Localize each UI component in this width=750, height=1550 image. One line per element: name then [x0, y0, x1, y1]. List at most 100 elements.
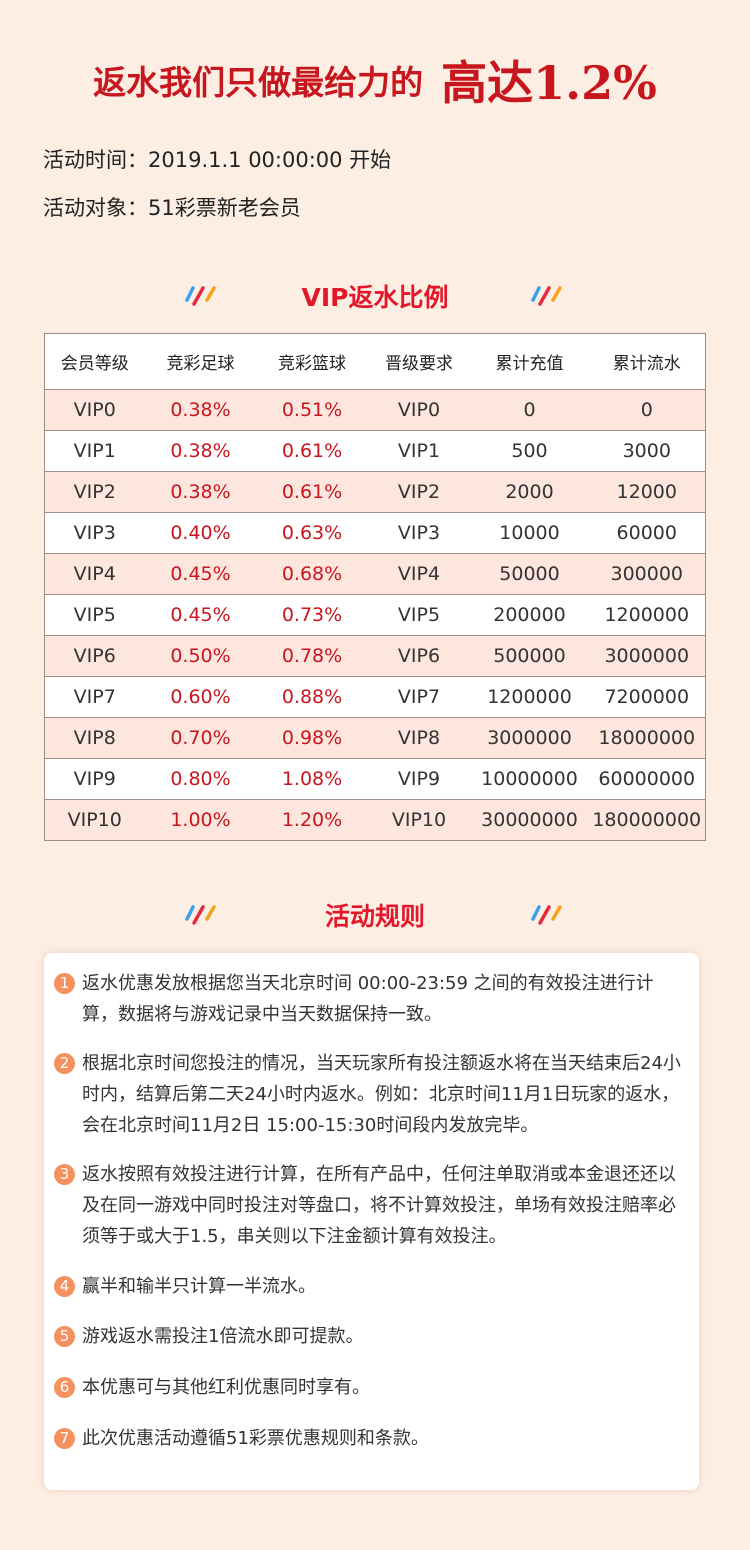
slash-decoration-icon [185, 286, 216, 306]
table-row: VIP5 0.45% 0.73% VIP5 200000 1200000 [44, 594, 706, 636]
cell-upgrade: VIP5 [367, 594, 471, 636]
cell-football-rate: 0.80% [144, 758, 257, 800]
cell-basketball-rate: 0.51% [256, 389, 368, 431]
cell-turnover: 18000000 [588, 717, 706, 759]
header-basketball: 竞彩篮球 [256, 333, 368, 390]
cell-basketball-rate: 0.73% [256, 594, 368, 636]
rule-number-badge: 2 [54, 1053, 75, 1074]
header-deposit: 累计充值 [470, 333, 589, 390]
cell-football-rate: 0.38% [144, 430, 257, 472]
cell-basketball-rate: 0.63% [256, 512, 368, 554]
cell-turnover: 180000000 [588, 799, 706, 841]
rule-number-badge: 4 [54, 1276, 75, 1297]
rule-item: 4 赢半和输半只计算一半流水。 [54, 1271, 684, 1302]
header-football: 竞彩足球 [144, 333, 257, 390]
cell-basketball-rate: 0.88% [256, 676, 368, 718]
rule-number-badge: 7 [54, 1428, 75, 1449]
table-row: VIP7 0.60% 0.88% VIP7 1200000 7200000 [44, 676, 706, 718]
cell-turnover: 7200000 [588, 676, 706, 718]
rule-text: 赢半和输半只计算一半流水。 [82, 1276, 316, 1297]
cell-deposit: 10000000 [470, 758, 589, 800]
cell-deposit: 200000 [470, 594, 589, 636]
cell-basketball-rate: 1.20% [256, 799, 368, 841]
cell-level: VIP5 [44, 594, 145, 636]
cell-basketball-rate: 1.08% [256, 758, 368, 800]
cell-football-rate: 0.60% [144, 676, 257, 718]
cell-upgrade: VIP3 [367, 512, 471, 554]
table-header-row: 会员等级 竞彩足球 竞彩篮球 晋级要求 累计充值 累计流水 [44, 333, 706, 390]
headline: 返水我们只做最给力的 高达1.2% [0, 40, 750, 120]
cell-level: VIP2 [44, 471, 145, 513]
rule-item: 7 此次优惠活动遵循51彩票优惠规则和条款。 [54, 1423, 684, 1454]
cell-level: VIP1 [44, 430, 145, 472]
headline-rate: 高达1.2% [441, 56, 657, 110]
cell-basketball-rate: 0.61% [256, 471, 368, 513]
cell-deposit: 50000 [470, 553, 589, 595]
cell-turnover: 3000000 [588, 635, 706, 677]
cell-basketball-rate: 0.61% [256, 430, 368, 472]
cell-turnover: 60000000 [588, 758, 706, 800]
cell-deposit: 0 [470, 389, 589, 431]
cell-upgrade: VIP2 [367, 471, 471, 513]
cell-turnover: 300000 [588, 553, 706, 595]
cell-deposit: 30000000 [470, 799, 589, 841]
cell-deposit: 500 [470, 430, 589, 472]
cell-level: VIP3 [44, 512, 145, 554]
table-row: VIP3 0.40% 0.63% VIP3 10000 60000 [44, 512, 706, 554]
header-upgrade: 晋级要求 [367, 333, 471, 390]
rule-text: 此次优惠活动遵循51彩票优惠规则和条款。 [82, 1428, 429, 1449]
cell-turnover: 0 [588, 389, 706, 431]
cell-upgrade: VIP10 [367, 799, 471, 841]
rules-section-title-text: 活动规则 [324, 902, 425, 931]
rule-number-badge: 3 [54, 1164, 75, 1185]
cell-football-rate: 0.38% [144, 389, 257, 431]
table-row: VIP4 0.45% 0.68% VIP4 50000 300000 [44, 553, 706, 595]
rule-item: 3 返水按照有效投注进行计算，在所有产品中，任何注单取消或本金退还还以及在同一游… [54, 1159, 684, 1252]
cell-upgrade: VIP1 [367, 430, 471, 472]
activity-time: 活动时间：2019.1.1 00:00:00 开始 [43, 148, 392, 172]
rule-text: 返水优惠发放根据您当天北京时间 00:00-23:59 之间的有效投注进行计算，… [82, 973, 654, 1025]
cell-level: VIP6 [44, 635, 145, 677]
vip-section-title: VIP返水比例 [0, 276, 750, 316]
rule-text: 根据北京时间您投注的情况，当天玩家所有投注额返水将在当天结束后24小时内，结算后… [82, 1053, 681, 1136]
cell-upgrade: VIP7 [367, 676, 471, 718]
header-member-level: 会员等级 [44, 333, 145, 390]
cell-turnover: 1200000 [588, 594, 706, 636]
rule-item: 6 本优惠可与其他红利优惠同时享有。 [54, 1372, 684, 1403]
cell-level: VIP7 [44, 676, 145, 718]
cell-deposit: 500000 [470, 635, 589, 677]
activity-target: 活动对象：51彩票新老会员 [43, 196, 301, 220]
slash-decoration-icon [531, 905, 562, 925]
cell-turnover: 12000 [588, 471, 706, 513]
cell-upgrade: VIP6 [367, 635, 471, 677]
cell-level: VIP10 [44, 799, 145, 841]
rule-text: 游戏返水需投注1倍流水即可提款。 [82, 1326, 364, 1347]
rule-number-badge: 5 [54, 1326, 75, 1347]
cell-football-rate: 0.38% [144, 471, 257, 513]
cell-deposit: 1200000 [470, 676, 589, 718]
table-row: VIP8 0.70% 0.98% VIP8 3000000 18000000 [44, 717, 706, 759]
cell-level: VIP0 [44, 389, 145, 431]
rule-number-badge: 1 [54, 973, 75, 994]
rule-number-badge: 6 [54, 1377, 75, 1398]
cell-upgrade: VIP0 [367, 389, 471, 431]
cell-level: VIP8 [44, 717, 145, 759]
slash-decoration-icon [185, 905, 216, 925]
cell-basketball-rate: 0.98% [256, 717, 368, 759]
vip-section-title-text: VIP返水比例 [301, 283, 449, 312]
cell-basketball-rate: 0.68% [256, 553, 368, 595]
vip-rebate-table: 会员等级 竞彩足球 竞彩篮球 晋级要求 累计充值 累计流水 VIP0 0.38%… [44, 333, 706, 841]
cell-football-rate: 0.45% [144, 594, 257, 636]
cell-deposit: 10000 [470, 512, 589, 554]
rule-item: 5 游戏返水需投注1倍流水即可提款。 [54, 1321, 684, 1352]
header-turnover: 累计流水 [588, 333, 706, 390]
cell-deposit: 2000 [470, 471, 589, 513]
cell-football-rate: 0.40% [144, 512, 257, 554]
cell-football-rate: 1.00% [144, 799, 257, 841]
cell-football-rate: 0.45% [144, 553, 257, 595]
table-row: VIP1 0.38% 0.61% VIP1 500 3000 [44, 430, 706, 472]
table-row: VIP2 0.38% 0.61% VIP2 2000 12000 [44, 471, 706, 513]
cell-level: VIP4 [44, 553, 145, 595]
cell-upgrade: VIP8 [367, 717, 471, 759]
table-row: VIP6 0.50% 0.78% VIP6 500000 3000000 [44, 635, 706, 677]
